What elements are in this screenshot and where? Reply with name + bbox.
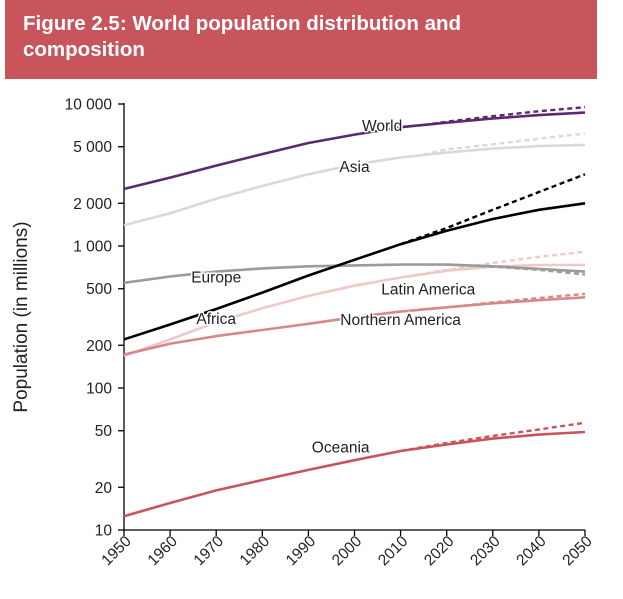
y-axis-title: Population (in millions) [11,221,32,412]
y-tick-label: 2 000 [73,196,112,213]
y-tick-label: 10 000 [65,97,113,114]
y-tick-label: 1 000 [73,239,112,256]
y-tick-label: 5 000 [73,139,112,156]
x-tick-label: 1960 [145,533,182,570]
series-line-oceania [123,430,586,518]
x-tick-label: 1980 [237,533,274,570]
series-projection-oceania [400,421,586,453]
x-tick-label: 1970 [191,533,228,570]
series-label-world: World [362,118,402,135]
series-projection-latin-america [400,250,586,279]
y-tick-label: 50 [95,423,113,440]
x-tick-label: 2030 [467,533,504,570]
series-line-europe [123,263,586,285]
series-label-northern-america: Northern America [340,312,461,329]
x-tick-label: 2000 [329,533,366,570]
x-tick-label: 2010 [375,533,412,570]
series-projection-asia [423,132,586,156]
chart-area: Population (in millions) 10 20 50 100 200 500… [0,79,623,594]
x-tick-label: 2020 [421,533,458,570]
series-projection-world [423,106,586,127]
series-label-europe: Europe [191,270,241,287]
series-projection-africa [400,173,586,246]
y-tick-label: 200 [86,338,112,355]
series-line-africa [123,202,586,341]
x-tick-label: 2040 [513,533,550,570]
series-label-oceania: Oceania [312,440,370,457]
y-tick-label: 100 [86,381,112,398]
figure-header: Figure 2.5: World population distributio… [5,0,597,79]
series-label-africa: Africa [196,311,236,328]
series-label-latin-america: Latin America [381,281,475,298]
population-chart: Population (in millions) 102050100200500… [11,97,596,570]
series-projection-northern-america [446,292,586,309]
series-line-northern-america [123,296,586,356]
y-tick-label: 20 [95,480,113,497]
x-tick-label: 2050 [559,533,596,570]
series-line-asia [123,143,586,227]
figure-title: Figure 2.5: World population distributio… [23,12,462,61]
y-tick-label: 500 [86,281,112,298]
series-line-world [123,111,586,191]
y-tick-label: 10 [95,523,113,540]
x-tick-label: 1990 [283,533,320,570]
series-label-asia: Asia [339,159,370,176]
